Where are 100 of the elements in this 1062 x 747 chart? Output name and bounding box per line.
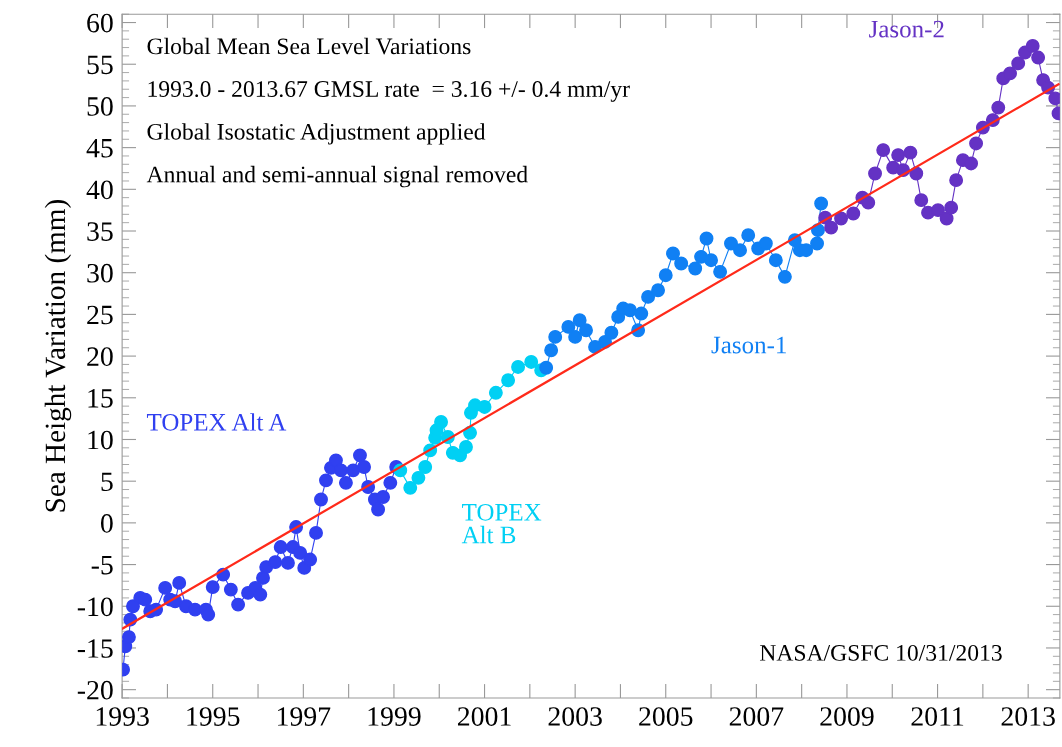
point bbox=[477, 400, 492, 414]
y-tick-label: -10 bbox=[77, 597, 113, 617]
text: Jason-2 bbox=[869, 20, 944, 38]
point bbox=[524, 354, 539, 369]
point bbox=[201, 607, 216, 622]
x-tick-label: 2005 bbox=[639, 707, 693, 726]
point bbox=[459, 440, 473, 454]
point bbox=[824, 220, 839, 235]
point bbox=[666, 246, 680, 261]
point bbox=[256, 570, 270, 585]
y-tick-label: 40 bbox=[86, 180, 113, 200]
point bbox=[641, 289, 656, 304]
x-tick-label: 2013 bbox=[1001, 707, 1055, 726]
point bbox=[634, 306, 649, 321]
point bbox=[548, 329, 563, 344]
point bbox=[724, 236, 738, 251]
point bbox=[501, 373, 516, 388]
point bbox=[568, 329, 583, 344]
point bbox=[768, 253, 783, 268]
point bbox=[891, 148, 906, 163]
point bbox=[931, 203, 945, 218]
x-tick-label: 1997 bbox=[278, 707, 331, 726]
y-tick-label: 35 bbox=[87, 222, 113, 241]
point bbox=[572, 313, 587, 328]
y-tick-label: 10 bbox=[88, 430, 113, 450]
y-tick-label: -15 bbox=[77, 639, 113, 658]
point bbox=[846, 206, 861, 221]
point bbox=[280, 555, 295, 570]
point bbox=[688, 261, 703, 276]
point bbox=[903, 145, 918, 160]
point bbox=[969, 136, 984, 151]
point bbox=[658, 268, 673, 283]
y-axis-title: Sea Height Variation (mm) bbox=[44, 200, 72, 512]
series-label: TOPEX Alt B bbox=[461, 503, 542, 544]
x-tick-label: 2007 bbox=[729, 707, 784, 726]
annotation: Global Isostatic Adjustment applied bbox=[147, 123, 486, 145]
text: Jason-1 bbox=[711, 336, 786, 354]
annotation: Global Mean Sea Level Variations bbox=[147, 37, 471, 55]
point bbox=[741, 228, 756, 243]
y-tick-label: -20 bbox=[77, 680, 113, 700]
point bbox=[1011, 56, 1026, 71]
point bbox=[122, 630, 136, 645]
point bbox=[371, 502, 386, 517]
point bbox=[914, 193, 929, 208]
point bbox=[268, 555, 283, 570]
y-tick-label: 30 bbox=[87, 263, 113, 283]
y-tick-label: 45 bbox=[86, 138, 113, 158]
point bbox=[231, 597, 246, 612]
point bbox=[253, 587, 268, 602]
point bbox=[868, 166, 882, 181]
point bbox=[383, 475, 398, 490]
point bbox=[333, 463, 348, 478]
point bbox=[651, 283, 665, 298]
point bbox=[1003, 66, 1017, 81]
point bbox=[488, 385, 503, 400]
point bbox=[964, 156, 979, 171]
y-tick-label: 5 bbox=[101, 472, 113, 492]
point bbox=[434, 415, 448, 429]
point bbox=[944, 200, 959, 215]
point bbox=[561, 319, 576, 334]
point bbox=[814, 196, 829, 211]
point bbox=[861, 195, 876, 210]
point bbox=[991, 100, 1006, 115]
point bbox=[777, 269, 792, 284]
point bbox=[713, 264, 728, 279]
point bbox=[1025, 38, 1040, 53]
point bbox=[411, 470, 426, 485]
y-tick-label: -5 bbox=[91, 556, 113, 575]
y-tick-label: 20 bbox=[87, 347, 113, 367]
point bbox=[604, 325, 619, 340]
annotation: NASA/GSFC 10/31/2013 bbox=[759, 644, 1002, 661]
point bbox=[303, 552, 318, 567]
annotation: Annual and semi-annual signal removed bbox=[146, 165, 528, 188]
x-tick-label: 2009 bbox=[820, 707, 874, 726]
point bbox=[544, 343, 559, 358]
point bbox=[357, 460, 371, 474]
point bbox=[205, 580, 220, 595]
annotation: 1993.0 - 2013.67 GMSL rate = 3.16 +/- 0.4 mm/yr bbox=[148, 81, 630, 102]
x-tick-label: 2003 bbox=[548, 707, 602, 726]
point bbox=[876, 143, 891, 158]
point bbox=[949, 173, 964, 188]
point bbox=[223, 582, 238, 597]
point bbox=[674, 256, 689, 271]
point bbox=[733, 243, 747, 258]
text: TOPEX Alt A bbox=[146, 413, 287, 431]
y-tick-label: 60 bbox=[87, 13, 113, 33]
point bbox=[172, 575, 187, 590]
point bbox=[353, 448, 367, 463]
point bbox=[623, 303, 637, 318]
point bbox=[138, 592, 153, 607]
point bbox=[539, 360, 554, 375]
x-tick-label: 2001 bbox=[457, 707, 511, 726]
point bbox=[758, 236, 773, 251]
point bbox=[810, 236, 825, 251]
x-tick-label: 1995 bbox=[187, 707, 240, 726]
y-tick-label: 55 bbox=[87, 55, 113, 75]
point bbox=[376, 490, 391, 504]
y-tick-label: 50 bbox=[87, 97, 113, 116]
point bbox=[309, 525, 323, 540]
point bbox=[403, 480, 418, 495]
